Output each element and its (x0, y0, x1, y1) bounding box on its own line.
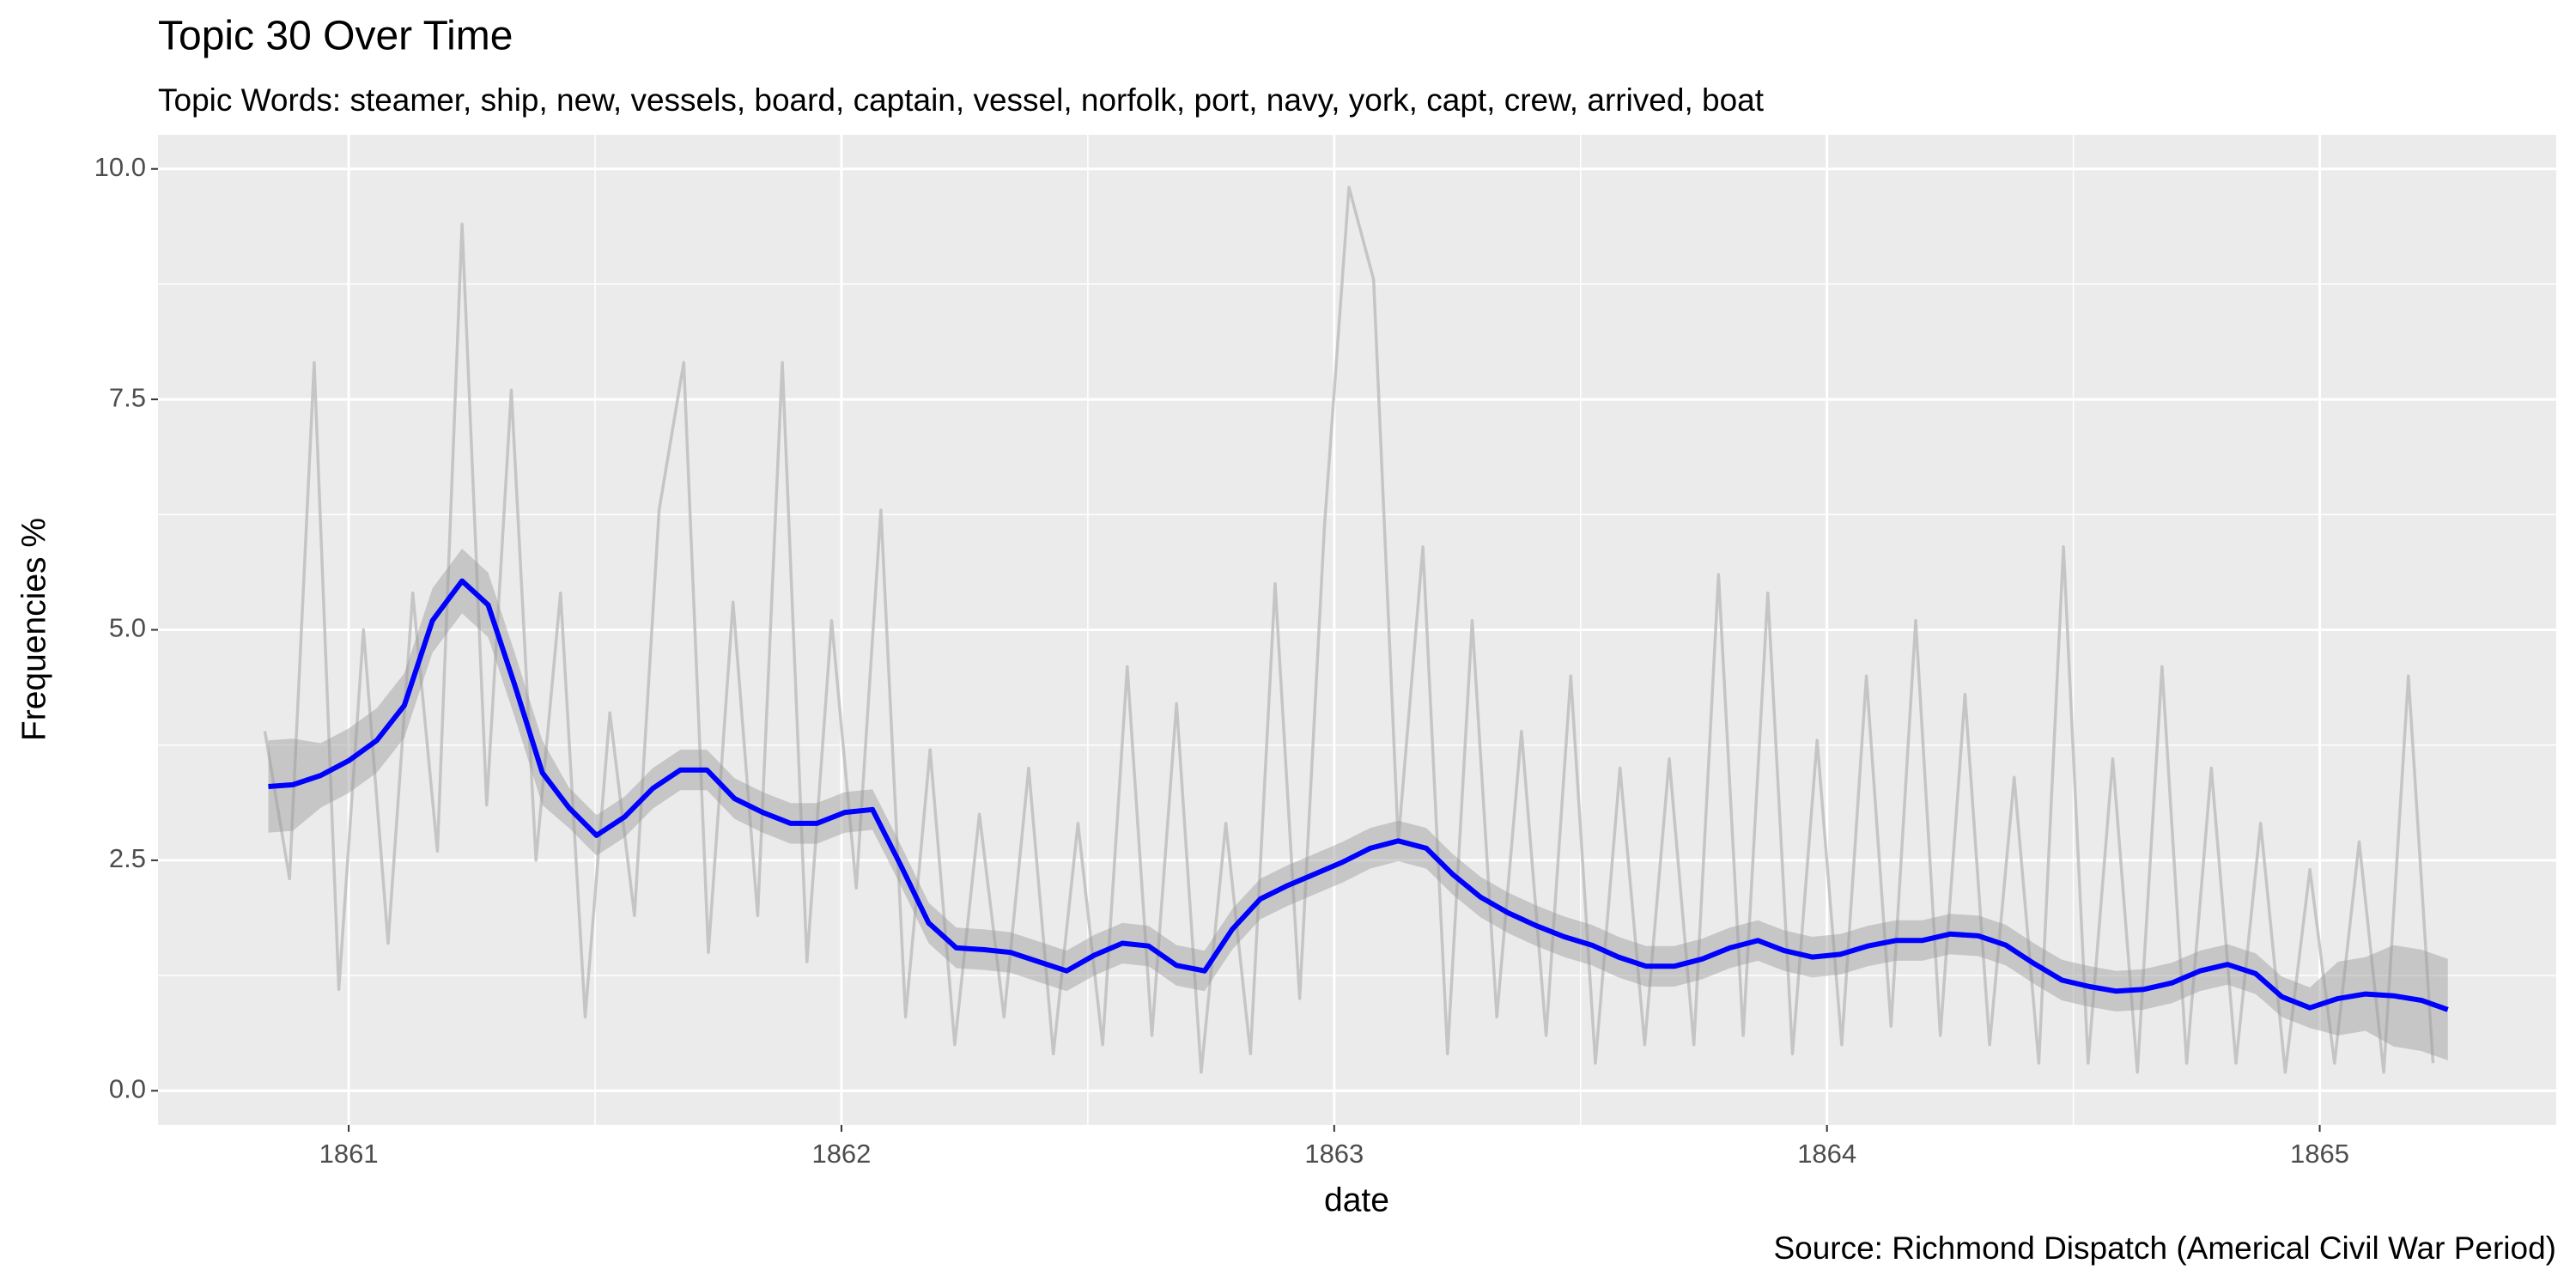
x-tick-label: 1864 (1797, 1139, 1856, 1169)
x-axis-label: date (1324, 1182, 1389, 1218)
caption: Source: Richmond Dispatch (Americal Civi… (1773, 1230, 2556, 1266)
smooth-line (268, 578, 2449, 1012)
y-tick-label: 0.0 (109, 1073, 146, 1103)
y-tick-label: 7.5 (109, 382, 146, 412)
y-tick-label: 10.0 (94, 152, 146, 182)
x-tick-label: 1863 (1304, 1139, 1364, 1169)
y-tick-label: 5.0 (109, 613, 146, 643)
y-tick-label: 2.5 (109, 843, 146, 873)
y-axis-label: Frequencies % (15, 518, 52, 741)
confidence-band (268, 549, 2448, 1060)
x-tick-label: 1862 (811, 1139, 871, 1169)
chart-subtitle: Topic Words: steamer, ship, new, vessels… (158, 82, 1765, 118)
x-tick-label: 1865 (2290, 1139, 2349, 1169)
chart-title: Topic 30 Over Time (158, 14, 513, 59)
x-tick-label: 1861 (319, 1139, 379, 1169)
raw-line (263, 185, 2435, 1074)
